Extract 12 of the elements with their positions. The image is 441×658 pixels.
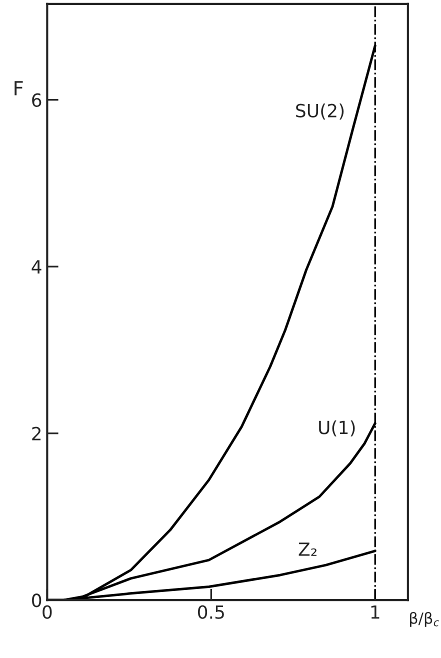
- x-axis-title: β/β$_{c}$: [410, 612, 440, 627]
- y-tick-label: 6: [32, 93, 42, 107]
- y-tick-label: 0: [32, 594, 42, 608]
- y-axis-title: F: [14, 81, 23, 96]
- y-tick-label: 2: [32, 426, 41, 440]
- x-tick-label: 1: [371, 606, 380, 619]
- x-tick-label: 0: [42, 605, 52, 619]
- y-tick-label: 4: [32, 260, 42, 274]
- series-label: U(1): [319, 420, 355, 436]
- series-label: SU(2): [296, 104, 344, 120]
- x-tick-label: 0.5: [198, 605, 224, 619]
- series-label: Z₂: [298, 542, 316, 556]
